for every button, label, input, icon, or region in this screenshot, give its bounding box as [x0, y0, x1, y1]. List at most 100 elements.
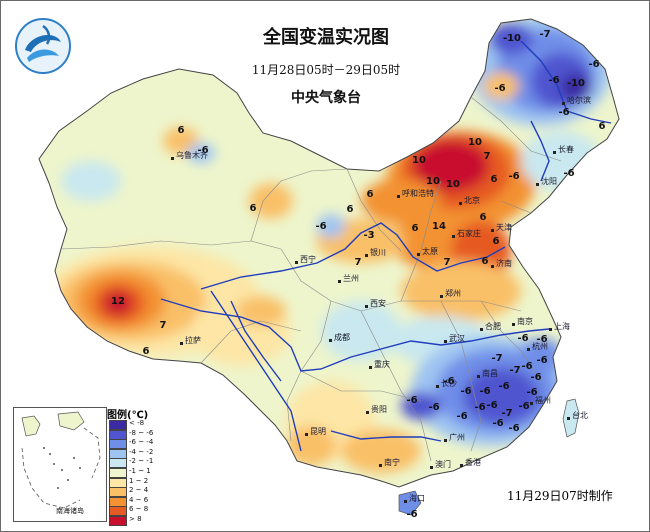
city-marker: [171, 157, 174, 160]
map-title: 全国变温实况图: [263, 27, 389, 48]
legend-label: -4 ~ -2: [129, 447, 154, 456]
map-period: 11月28日05时－29日05时: [251, 63, 401, 77]
city-marker: [295, 261, 298, 264]
province-borders: [60, 96, 562, 462]
city-marker: [397, 195, 400, 198]
legend-swatch: [109, 496, 127, 507]
legend-swatch: [109, 448, 127, 459]
legend-swatch: [109, 420, 127, 430]
temperature-change-value: 6: [178, 125, 185, 136]
city-label: 北京: [464, 195, 480, 205]
temperature-change-value: 6: [347, 204, 354, 215]
city-marker: [477, 375, 480, 378]
city-marker: [338, 280, 341, 283]
pearl-river: [330, 430, 442, 442]
temperature-change-value: 6: [250, 203, 257, 214]
national-border: [38, 18, 620, 488]
temperature-change-value: 10: [468, 137, 482, 148]
rivers: [160, 40, 612, 452]
city-label: 上海: [554, 321, 570, 331]
temperature-change-value: 7: [160, 320, 167, 331]
temperature-change-value: 7: [355, 257, 362, 268]
temperature-change-value: -6: [526, 387, 537, 398]
temperature-change-value: 14: [432, 221, 446, 232]
legend-swatch: [109, 477, 127, 488]
city-marker: [366, 411, 369, 414]
city-label: 武汉: [449, 333, 465, 343]
city-marker: [480, 328, 483, 331]
southwest-river: [230, 300, 282, 382]
temperature-change-value: -6: [558, 107, 569, 118]
legend-item: < -8: [109, 419, 169, 430]
legend-label: -6 ~ -4: [129, 438, 154, 447]
temperature-change-value: -6: [498, 381, 509, 392]
city-marker: [365, 254, 368, 257]
legend-item: 1 ~ 2: [109, 477, 169, 488]
city-marker: [491, 265, 494, 268]
city-marker: [379, 464, 382, 467]
city-label: 南昌: [482, 368, 498, 378]
city-marker: [452, 235, 455, 238]
city-marker: [305, 433, 308, 436]
inset-label: 南海诸岛: [56, 507, 84, 515]
temperature-change-value: -10: [503, 33, 521, 44]
temperature-change-value: -6: [474, 402, 485, 413]
legend: 图例(℃) < -8 -8 ~ -6 -6 ~ -4 -4 ~ -2 -2 ~ -1 -1…: [107, 406, 169, 526]
temperature-change-value: -6: [479, 386, 490, 397]
inset-map: [21, 411, 101, 509]
northeast-river: [520, 40, 612, 124]
temperature-change-value: 7: [444, 257, 451, 268]
temperature-change-value: 10: [426, 176, 440, 187]
temperature-change-value: 6: [493, 236, 500, 247]
legend-item: -4 ~ -2: [109, 447, 169, 459]
legend-swatch: [109, 429, 127, 440]
city-label: 合肥: [485, 321, 501, 331]
city-label: 长春: [558, 144, 574, 154]
legend-title: 图例(℃): [107, 410, 149, 421]
legend-swatch: [109, 516, 127, 526]
hainan-island: [398, 490, 422, 516]
temperature-change-value: -6: [492, 418, 503, 429]
map-agency: 中央气象台: [291, 90, 361, 106]
legend-swatch: [109, 506, 127, 517]
city-marker: [567, 417, 570, 420]
temperature-change-value: -6: [456, 411, 467, 422]
legend-item: -6 ~ -4: [109, 438, 169, 450]
temperature-change-value: -6: [197, 145, 208, 156]
temperature-change-value: -6: [563, 168, 574, 179]
city-label: 石家庄: [457, 228, 481, 238]
taiwan-island: [562, 398, 580, 438]
temperature-change-value: -6: [588, 59, 599, 70]
temperature-change-value: -6: [508, 423, 519, 434]
legend-swatch: [109, 458, 127, 469]
temperature-change-value: -6: [460, 386, 471, 397]
legend-item: 6 ~ 8: [109, 505, 169, 517]
temperature-change-value: -6: [428, 402, 439, 413]
city-label: 郑州: [445, 288, 461, 298]
city-label: 广州: [449, 432, 465, 442]
legend-item: 2 ~ 4: [109, 486, 169, 498]
temperature-change-value: -6: [494, 83, 505, 94]
city-label: 海口: [409, 493, 425, 503]
city-label: 天津: [496, 222, 512, 232]
temperature-change-value: -6: [315, 221, 326, 232]
temperature-change-value: 10: [412, 155, 426, 166]
city-label: 呼和浩特: [402, 188, 434, 198]
temperature-change-value: -6: [536, 334, 547, 345]
legend-swatch: [109, 487, 127, 498]
temperature-change-value: -7: [491, 353, 502, 364]
temperature-change-value: -6: [486, 400, 497, 411]
temperature-change-value: 6: [480, 212, 487, 223]
city-marker: [180, 342, 183, 345]
temperature-change-value: 12: [111, 296, 125, 307]
temperature-change-value: -3: [363, 230, 374, 241]
city-label: 福州: [535, 396, 551, 405]
lancang-river: [210, 290, 302, 452]
legend-label: -1 ~ 1: [129, 467, 151, 475]
city-marker: [491, 229, 494, 232]
city-marker: [553, 151, 556, 154]
city-label: 西宁: [300, 254, 316, 264]
city-label: 香港: [465, 457, 481, 467]
